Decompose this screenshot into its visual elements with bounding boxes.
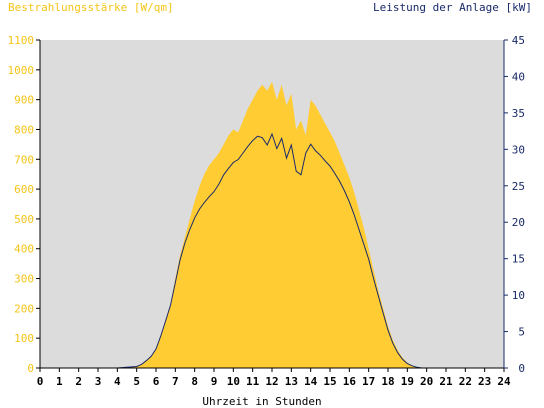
right-y-tick-label: 40 xyxy=(512,70,525,83)
left-y-tick-label: 400 xyxy=(14,243,34,256)
x-tick-label: 0 xyxy=(37,375,44,388)
left-y-tick-label: 100 xyxy=(14,332,34,345)
x-tick-label: 7 xyxy=(172,375,179,388)
x-axis-title: Uhrzeit in Stunden xyxy=(202,395,321,408)
axis-layer: 0 1 2 3 4 5 6 7 8 9 10 11 12 13 14 15 16 17 18 19 20 21 22 23 24… xyxy=(8,34,526,388)
right-y-tick-label: 5 xyxy=(518,326,525,339)
left-y-tick-label: 800 xyxy=(14,123,34,136)
right-axis-title: Leistung der Anlage [kW] xyxy=(373,1,532,14)
x-tick-label: 15 xyxy=(323,375,336,388)
x-tick-label: 1 xyxy=(56,375,63,388)
x-tick-label: 3 xyxy=(95,375,102,388)
x-tick-label: 4 xyxy=(114,375,121,388)
x-tick-label: 23 xyxy=(478,375,491,388)
left-y-tick-label: 500 xyxy=(14,213,34,226)
x-tick-label: 6 xyxy=(153,375,160,388)
left-y-tick-label: 600 xyxy=(14,183,34,196)
left-y-tick-label: 0 xyxy=(27,362,34,375)
series-layer xyxy=(40,81,504,369)
x-tick-label: 22 xyxy=(459,375,472,388)
x-tick-label: 24 xyxy=(497,375,511,388)
left-y-tick-label: 1000 xyxy=(8,64,35,77)
right-y-tick-label: 15 xyxy=(512,253,525,266)
right-y-tick-label: 25 xyxy=(512,180,525,193)
x-tick-label: 13 xyxy=(285,375,298,388)
right-y-tick-label: 0 xyxy=(518,362,525,375)
x-tick-label: 18 xyxy=(381,375,394,388)
x-tick-label: 19 xyxy=(401,375,414,388)
x-tick-label: 11 xyxy=(246,375,260,388)
x-tick-label: 10 xyxy=(227,375,240,388)
x-tick-label: 2 xyxy=(75,375,82,388)
left-y-tick-label: 700 xyxy=(14,153,34,166)
right-y-tick-label: 30 xyxy=(512,143,525,156)
x-tick-label: 5 xyxy=(133,375,140,388)
right-y-tick-label: 20 xyxy=(512,216,525,229)
left-axis-title: Bestrahlungsstärke [W/qm] xyxy=(8,1,174,14)
left-y-tick-label: 200 xyxy=(14,302,34,315)
right-y-tick-label: 10 xyxy=(512,289,525,302)
x-tick-label: 12 xyxy=(265,375,278,388)
left-y-tick-label: 300 xyxy=(14,273,34,286)
series-irradiance-area xyxy=(40,81,504,368)
x-tick-label: 14 xyxy=(304,375,318,388)
x-tick-label: 17 xyxy=(362,375,375,388)
right-y-tick-label: 45 xyxy=(512,34,525,47)
x-tick-label: 8 xyxy=(191,375,198,388)
left-y-tick-label: 900 xyxy=(14,94,34,107)
x-tick-label: 20 xyxy=(420,375,433,388)
left-y-tick-label: 1100 xyxy=(8,34,35,47)
x-tick-label: 9 xyxy=(211,375,218,388)
series-power-line xyxy=(40,132,504,369)
right-y-tick-label: 35 xyxy=(512,107,525,120)
x-tick-label: 16 xyxy=(343,375,357,388)
x-tick-label: 21 xyxy=(439,375,453,388)
